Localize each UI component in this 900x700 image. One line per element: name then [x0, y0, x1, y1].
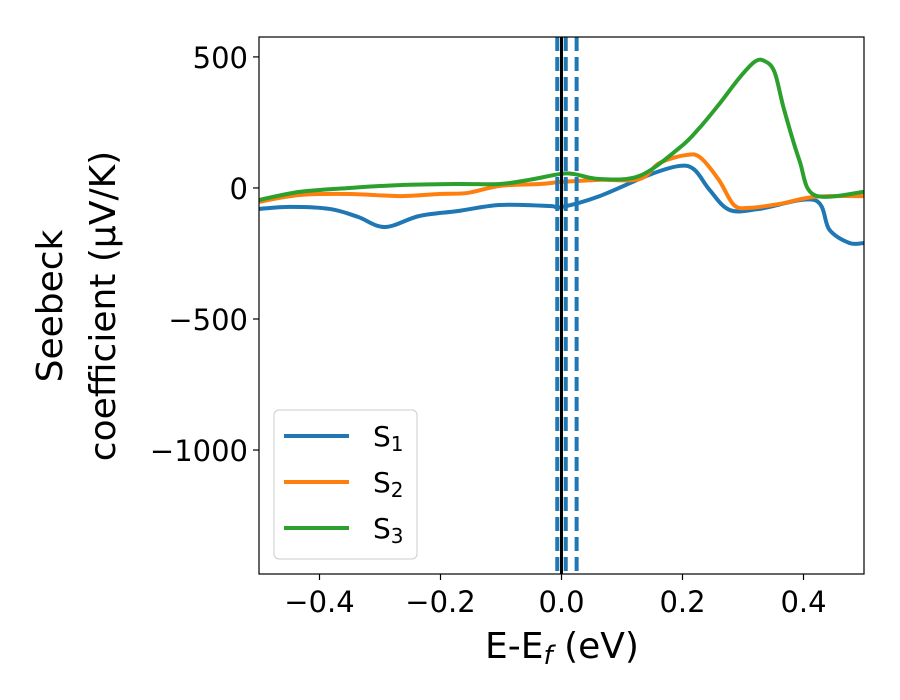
x-axis-ticks: −0.4 −0.2 0.0 0.2 0.4: [284, 574, 827, 619]
x-tick-label: 0.0: [538, 585, 584, 619]
x-tick-label: 0.4: [780, 585, 826, 619]
y-axis-ticks: 500 0 −500 −1000: [150, 41, 259, 468]
legend-label-s3: S3: [373, 512, 404, 548]
reference-lines: [555, 37, 579, 574]
y-tick-label: 500: [193, 41, 248, 75]
y-tick-label: −500: [168, 303, 248, 337]
y-axis-label-line1: Seebeck: [30, 229, 71, 382]
legend-label-s2: S2: [373, 466, 404, 502]
series-line-s3: [259, 57, 864, 202]
y-tick-label: −1000: [150, 434, 248, 468]
x-tick-label: 0.2: [659, 585, 705, 619]
plot-lines: [259, 57, 864, 246]
legend-box: [273, 409, 418, 560]
y-axis-label: Seebeck coefficient (μV/K): [30, 151, 124, 461]
x-tick-label: −0.2: [405, 585, 475, 619]
x-axis-label: E-Ef (eV): [485, 626, 639, 671]
y-axis-label-line2: coefficient (μV/K): [83, 151, 124, 461]
y-tick-label: 0: [230, 172, 248, 206]
legend: S1 S2 S3: [273, 409, 418, 560]
legend-label-s1: S1: [373, 420, 404, 456]
x-tick-label: −0.4: [284, 585, 354, 619]
